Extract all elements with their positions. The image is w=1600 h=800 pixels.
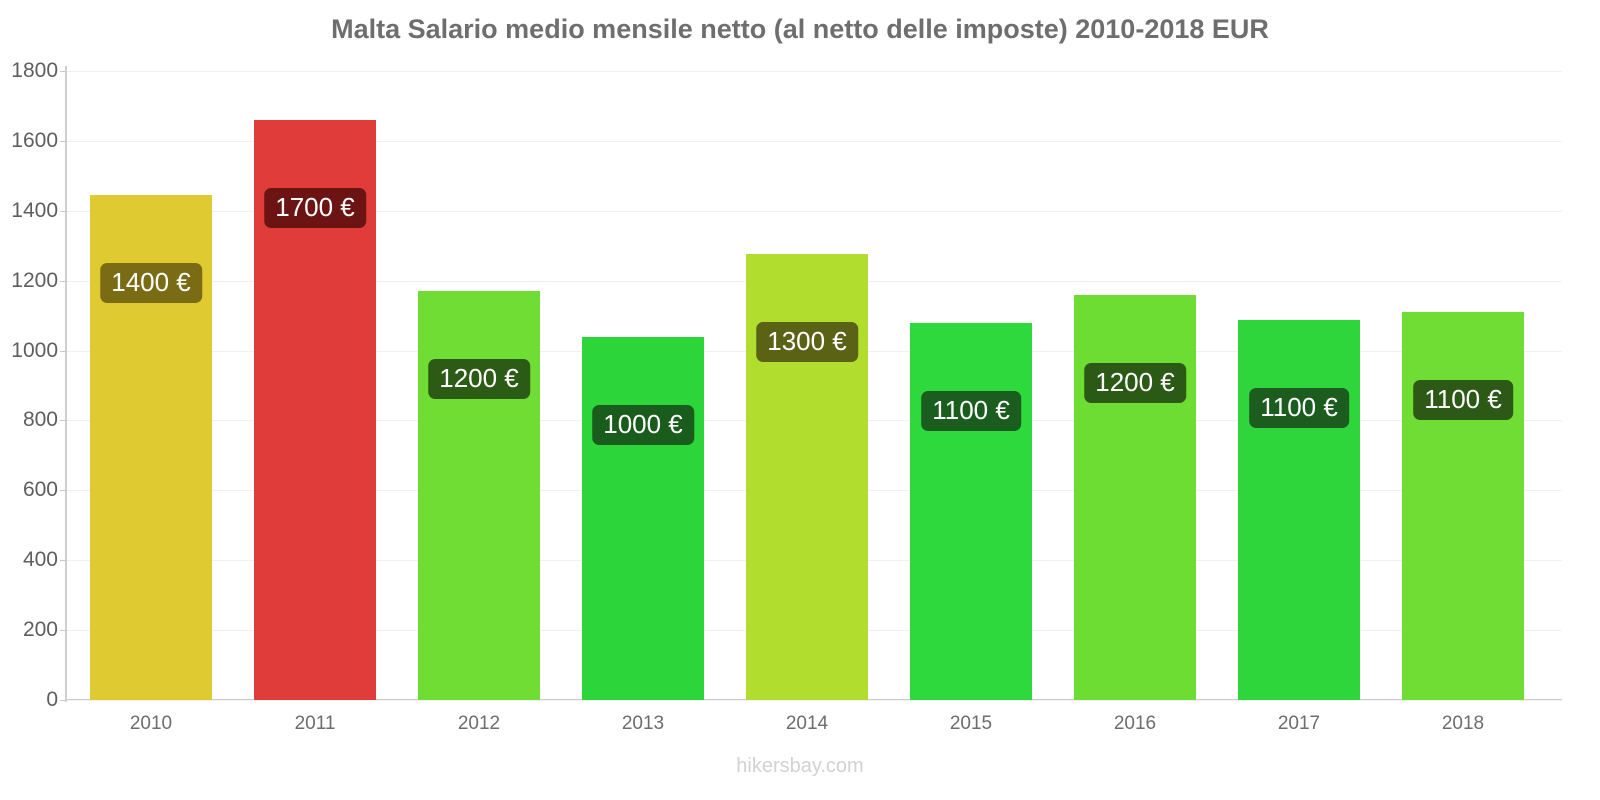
bar[interactable] (582, 336, 704, 700)
bar-group: 1100 € (1238, 71, 1360, 700)
bar[interactable] (1402, 312, 1524, 700)
footer-credit: hikersbay.com (736, 755, 864, 777)
x-axis-tick-label: 2016 (1113, 713, 1157, 734)
y-axis-tick-label: 0 (46, 688, 58, 711)
y-axis-tick-label: 400 (22, 548, 58, 572)
plot-area: 1400 € 1700 € 1200 € 1000 € 1300 € 1100 € 1200… (66, 71, 1562, 701)
x-axis-tick-label: 2017 (1277, 713, 1321, 734)
y-axis-tick-label: 1200 (11, 268, 58, 292)
bar-value-label: 1100 € (1413, 380, 1513, 421)
bar[interactable] (418, 291, 540, 700)
y-axis-tick-label: 800 (22, 408, 58, 432)
bar[interactable] (1238, 319, 1360, 700)
y-axis-tick-mark (60, 210, 67, 212)
y-axis-tick-mark (60, 490, 67, 492)
bar-value-label: 1700 € (264, 187, 366, 228)
bar-value-label: 1200 € (428, 359, 530, 400)
y-axis-tick-label: 600 (22, 478, 58, 502)
bar-group: 1400 € (90, 71, 212, 700)
bar-value-label: 1100 € (1249, 387, 1349, 428)
bar-group: 1300 € (746, 71, 868, 700)
y-axis-tick-label: 1600 (11, 128, 58, 152)
bar-value-label: 1100 € (921, 390, 1021, 431)
bar-group: 1100 € (1402, 71, 1524, 700)
x-axis-tick-label: 2011 (294, 713, 336, 734)
bar-value-label: 1200 € (1084, 363, 1186, 404)
bar-value-label: 1400 € (100, 263, 202, 304)
bar-value-label: 1000 € (592, 404, 694, 445)
y-axis-tick-labels: 1800 1600 1400 1200 1000 800 600 400 200 0 (0, 0, 58, 800)
x-axis-tick-label: 2015 (949, 713, 993, 734)
gridline (66, 71, 1562, 72)
chart-title: Malta Salario medio mensile netto (al ne… (331, 14, 1269, 44)
y-axis-tick-mark (60, 700, 67, 701)
y-axis-tick-mark (60, 630, 67, 632)
bar[interactable] (1074, 295, 1196, 700)
y-axis-tick-label: 200 (22, 618, 58, 642)
x-axis-tick-label: 2018 (1441, 713, 1485, 734)
y-axis-tick-label: 1400 (11, 198, 58, 222)
y-axis-tick-label: 1000 (11, 338, 58, 362)
y-axis-tick-label: 1800 (11, 59, 58, 82)
bar-group: 1200 € (418, 71, 540, 700)
gridline (66, 210, 1562, 212)
y-axis-tick-mark (60, 560, 67, 562)
y-axis-tick-mark (60, 280, 67, 282)
y-axis-tick-mark (60, 140, 67, 142)
y-axis-tick-mark (60, 350, 67, 352)
bar[interactable] (910, 322, 1032, 700)
x-axis-tick-label: 2010 (129, 713, 173, 734)
x-axis-tick-label: 2012 (457, 713, 501, 734)
y-axis-line (65, 66, 67, 702)
y-axis-tick-mark (60, 420, 67, 422)
x-axis-tick-label: 2014 (785, 713, 829, 734)
bar-group: 1200 € (1074, 71, 1196, 700)
bar-value-label: 1300 € (756, 322, 858, 363)
bar[interactable] (746, 254, 868, 700)
bar-group: 1700 € (254, 71, 376, 700)
x-axis-tick-label: 2013 (621, 713, 665, 734)
gridline (66, 700, 1562, 701)
bar-group: 1000 € (582, 71, 704, 700)
bar-group: 1100 € (910, 71, 1032, 700)
y-axis-tick-mark (60, 71, 67, 72)
gridline (66, 140, 1562, 142)
